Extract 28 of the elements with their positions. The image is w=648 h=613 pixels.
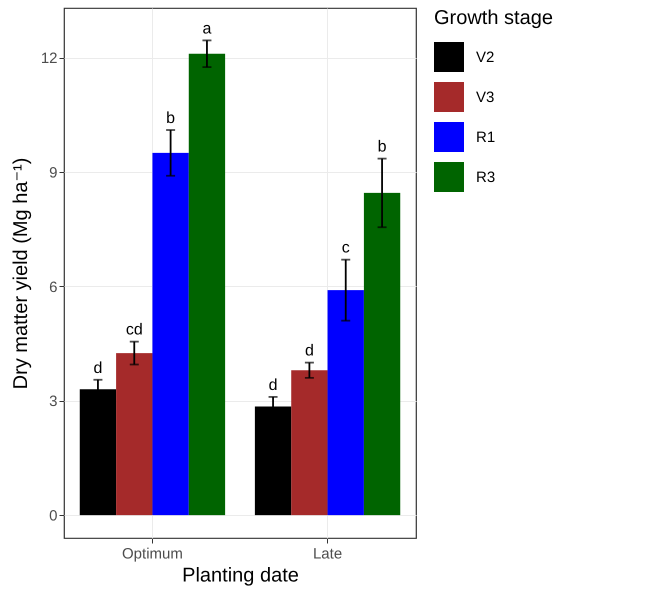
y-tick-label: 12 xyxy=(40,50,58,68)
data-label: d xyxy=(93,360,102,377)
y-tick-label: 3 xyxy=(49,393,58,410)
x-tick-label: Late xyxy=(312,546,342,562)
data-label: d xyxy=(268,376,278,394)
y-tick-label: 0 xyxy=(49,508,58,525)
y-tick-label: 9 xyxy=(49,164,58,182)
bar xyxy=(291,370,328,516)
legend-label: V3 xyxy=(476,89,494,106)
data-label: b xyxy=(166,110,176,128)
data-label: c xyxy=(342,240,350,257)
data-label: b xyxy=(378,138,387,156)
bar xyxy=(328,290,364,516)
data-label: d xyxy=(304,342,314,360)
data-label: cd xyxy=(126,322,143,339)
data-label: a xyxy=(202,20,212,38)
bar xyxy=(116,353,152,516)
bar xyxy=(152,152,189,516)
bar xyxy=(188,54,226,516)
x-tick-label: Optimum xyxy=(122,546,183,562)
bar xyxy=(364,192,400,516)
legend-label: R1 xyxy=(476,129,496,146)
legend-label: V2 xyxy=(476,49,494,66)
x-axis-title: Planting date xyxy=(182,564,299,586)
legend-label: R3 xyxy=(476,169,496,186)
y-axis-title: Dry matter yield (Mg ha⁻¹) xyxy=(10,158,32,390)
y-tick-label: 6 xyxy=(49,278,58,296)
legend-title: Growth stage xyxy=(434,7,553,29)
